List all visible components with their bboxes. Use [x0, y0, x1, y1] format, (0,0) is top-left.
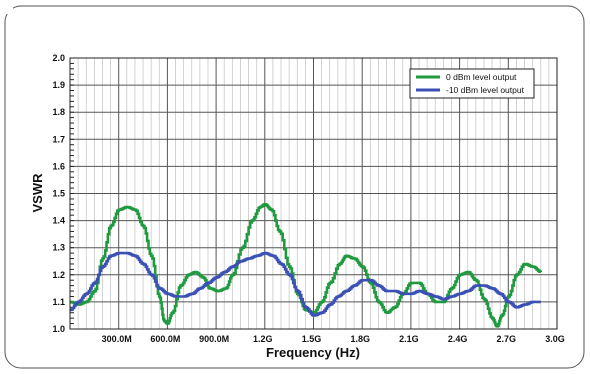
legend-label-0-dbm: 0 dBm level output — [446, 72, 517, 82]
x-tick-label: 1.2G — [253, 334, 273, 344]
y-tick-labels: 1.0 1.1 1.2 1.3 1.4 1.5 1.6 1.7 1.8 1.9 2.0 — [52, 53, 65, 334]
legend: 0 dBm level output -10 dBm level output — [409, 68, 535, 99]
legend-label-minus-10-dbm: -10 dBm level output — [446, 85, 525, 95]
y-tick-label: 2.0 — [52, 53, 65, 63]
y-tick-label: 1.8 — [52, 107, 65, 117]
x-tick-labels: 300.0M 600.0M 900.0M 1.2G 1.5G 1.8G 2.1G 2.4G 2.… — [102, 334, 565, 344]
x-tick-label: 600.0M — [150, 334, 180, 344]
x-tick-label: 3.0G — [545, 334, 565, 344]
y-tick-label: 1.1 — [52, 297, 65, 307]
legend-box — [409, 68, 535, 99]
series-minus-10-dbm-line — [70, 251, 541, 317]
x-tick-label: 2.4G — [448, 334, 468, 344]
series-0-dbm-line — [70, 203, 543, 328]
x-tick-label: 2.1G — [399, 334, 419, 344]
y-tick-label: 1.9 — [52, 80, 65, 90]
x-tick-label: 2.7G — [497, 334, 517, 344]
x-tick-label: 1.8G — [350, 334, 370, 344]
y-tick-label: 1.6 — [52, 161, 65, 171]
y-tick-label: 1.0 — [52, 324, 65, 334]
y-tick-label: 1.4 — [52, 216, 65, 226]
plot-border — [69, 57, 558, 330]
y-tick-label: 1.7 — [52, 134, 65, 144]
axis-ticks — [70, 57, 74, 330]
series-layer — [70, 203, 543, 328]
plot-area — [69, 57, 558, 330]
y-tick-label: 1.5 — [52, 189, 65, 199]
x-tick-label: 1.5G — [302, 334, 322, 344]
y-tick-label: 1.2 — [52, 270, 65, 280]
y-axis-title: VSWR — [30, 173, 45, 213]
corner-mask — [6, 7, 13, 14]
x-tick-label: 300.0M — [102, 334, 132, 344]
x-tick-label: 900.0M — [199, 334, 229, 344]
y-tick-label: 1.3 — [52, 243, 65, 253]
x-axis-title: Frequency (Hz) — [266, 345, 360, 360]
